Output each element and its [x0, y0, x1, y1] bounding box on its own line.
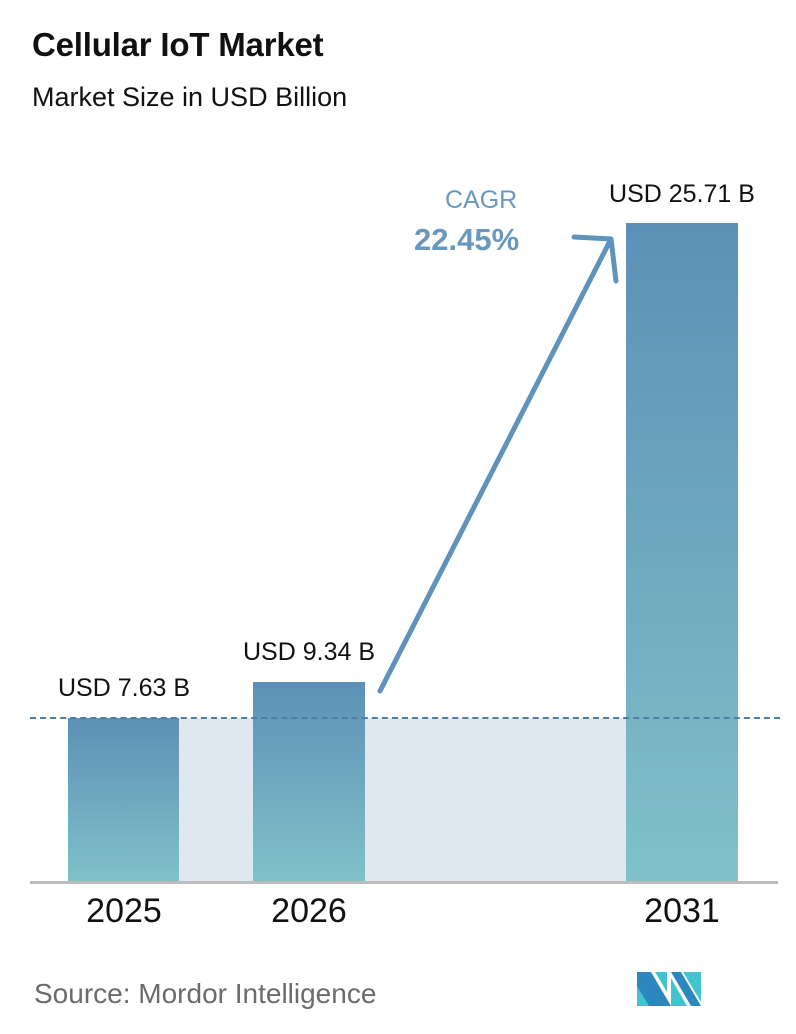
x-axis-line	[30, 881, 778, 884]
x-tick-2031: 2031	[644, 892, 720, 930]
bar-2031	[626, 223, 738, 882]
value-label-2025: USD 7.63 B	[57, 674, 191, 702]
value-label-2031: USD 25.71 B	[609, 180, 755, 208]
reference-dashed-line	[30, 717, 780, 719]
x-tick-2025: 2025	[86, 892, 162, 930]
value-label-2026: USD 9.34 B	[242, 638, 376, 666]
x-tick-2026: 2026	[271, 892, 347, 930]
bar-2025	[68, 718, 179, 882]
chart-subtitle: Market Size in USD Billion	[32, 82, 348, 112]
bar-2026	[253, 682, 365, 882]
cagr-value: 22.45%	[414, 222, 520, 257]
source-text: Source: Mordor Intelligence	[34, 978, 377, 1009]
mordor-intelligence-logo-icon	[637, 972, 701, 1006]
cagr-label: CAGR	[445, 186, 518, 214]
chart-title: Cellular IoT Market	[32, 26, 324, 63]
